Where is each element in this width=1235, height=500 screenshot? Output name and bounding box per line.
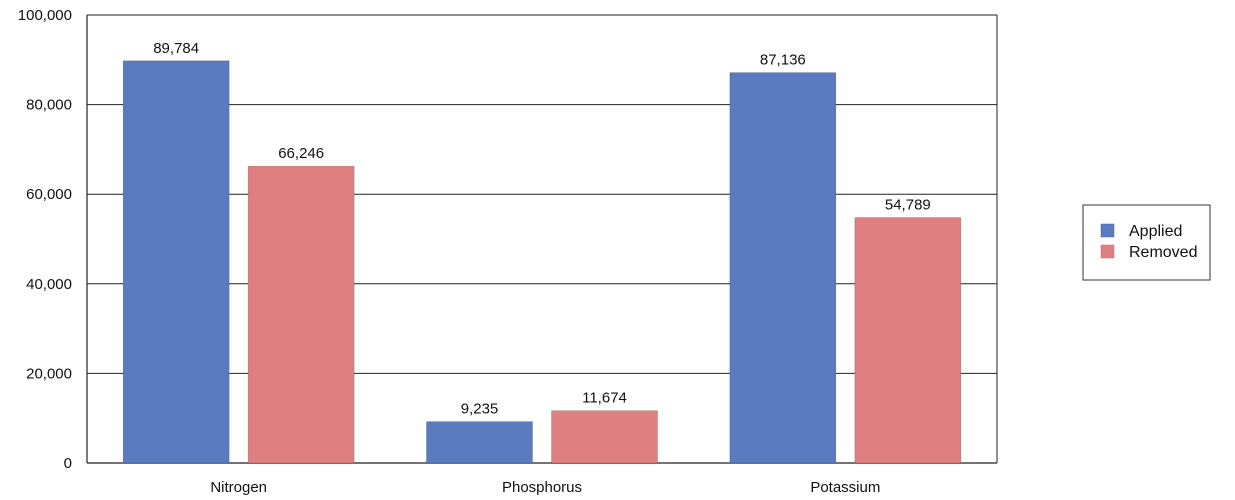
bar-applied-potassium: [729, 72, 837, 464]
bar-removed-potassium: [854, 217, 962, 464]
legend-swatch-removed: [1100, 244, 1115, 259]
x-tick-label: Nitrogen: [210, 479, 267, 496]
data-label-applied-potassium: 87,136: [760, 52, 806, 69]
y-tick-label: 20,000: [26, 365, 72, 382]
bar-applied-phosphorus: [426, 421, 533, 464]
legend: Applied Removed: [1082, 204, 1211, 281]
x-tick-label: Phosphorus: [502, 479, 582, 496]
bar-removed-nitrogen: [247, 165, 355, 464]
labels: 0 20,000 40,000 60,000 80,000 100,000 89,784 66…: [18, 7, 931, 496]
y-tick-label: 80,000: [26, 97, 72, 114]
bars: [122, 60, 962, 464]
y-tick-label: 0: [64, 455, 72, 472]
axes: [86, 15, 998, 464]
legend-label-applied: Applied: [1129, 223, 1182, 240]
data-label-applied-phosphorus: 9,235: [461, 401, 499, 418]
bar-removed-phosphorus: [551, 410, 658, 464]
y-tick-label: 40,000: [26, 276, 72, 293]
grid-lines: [87, 14, 997, 374]
legend-label-removed: Removed: [1129, 244, 1197, 261]
bar-applied-nitrogen: [122, 60, 230, 464]
data-label-removed-phosphorus: 11,674: [582, 390, 627, 407]
y-tick-label: 100,000: [18, 7, 72, 24]
y-tick-label: 60,000: [26, 186, 72, 203]
legend-box: [1082, 204, 1211, 281]
legend-swatch-applied: [1100, 223, 1115, 238]
x-tick-label: Potassium: [810, 479, 880, 496]
data-label-applied-nitrogen: 89,784: [153, 40, 199, 57]
data-label-removed-nitrogen: 66,246: [278, 145, 324, 162]
data-label-removed-potassium: 54,789: [885, 197, 931, 214]
